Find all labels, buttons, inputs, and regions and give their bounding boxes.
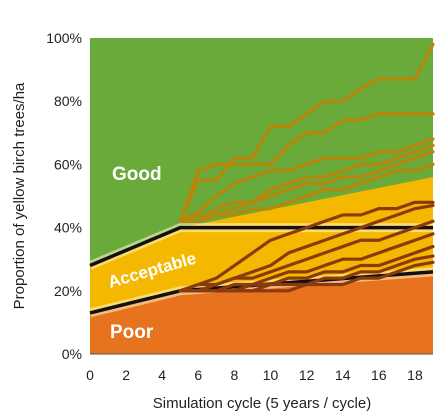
axes-layer: 0% 20% 40% 60% 80% 100% 0 2 4 6 8 10 12 14 16 18 xyxy=(46,30,433,383)
series-line-0-2 xyxy=(178,137,435,223)
zone-label-good: Good xyxy=(112,164,162,185)
series-line-0-3 xyxy=(178,143,435,223)
x-tick-label: 16 xyxy=(371,367,387,383)
x-axis-title: Simulation cycle (5 years / cycle) xyxy=(153,395,371,412)
x-tick-label: 4 xyxy=(158,367,166,383)
y-tick-label: 40% xyxy=(54,220,82,236)
y-tick-label: 60% xyxy=(54,156,82,172)
series-line-1-2 xyxy=(178,219,435,293)
y-axis-title: Proportion of yellow birch trees/ha xyxy=(11,82,28,309)
series-line-0-4 xyxy=(178,150,435,223)
y-tick-label: 100% xyxy=(46,30,82,46)
x-tick-label: 2 xyxy=(122,367,130,383)
y-tick-label: 80% xyxy=(54,93,82,109)
series-layer xyxy=(178,42,435,293)
threshold-upper xyxy=(89,225,433,268)
x-tick-label: 10 xyxy=(263,367,279,383)
series-line-0-1 xyxy=(178,112,435,223)
x-tick-label: 14 xyxy=(335,367,351,383)
x-tick-label: 12 xyxy=(299,367,315,383)
x-tick-label: 8 xyxy=(231,367,239,383)
series-line-1-3 xyxy=(178,232,435,293)
series-line-1-6 xyxy=(178,260,435,293)
y-tick-label: 20% xyxy=(54,283,82,299)
series-line-1-0 xyxy=(178,200,435,293)
series-line-0-0 xyxy=(178,42,435,223)
x-tick-label: 6 xyxy=(194,367,202,383)
x-tick-label: 18 xyxy=(407,367,423,383)
y-tick-label: 0% xyxy=(62,346,82,362)
x-tick-label: 0 xyxy=(86,367,94,383)
series-line-0-5 xyxy=(178,162,435,223)
zone-label-poor: Poor xyxy=(110,322,154,343)
